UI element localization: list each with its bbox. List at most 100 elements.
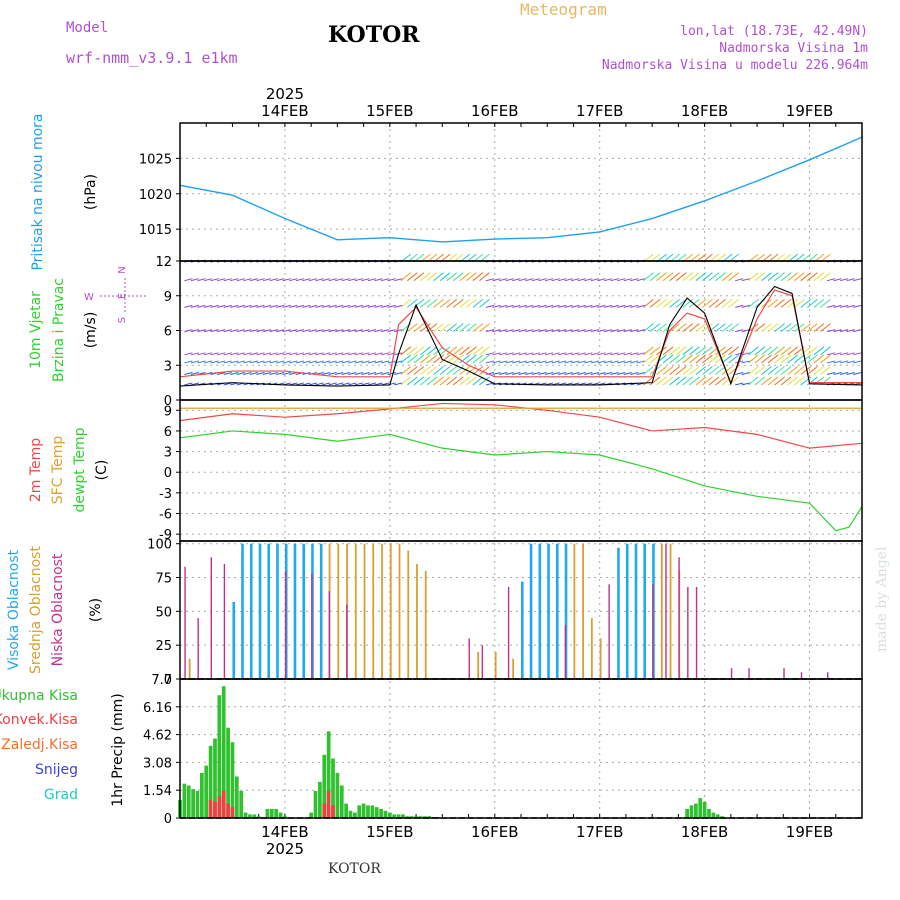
wind-barb bbox=[787, 346, 798, 356]
wind-barb bbox=[282, 329, 291, 333]
precip-bar-total bbox=[414, 816, 418, 818]
wind-barb bbox=[708, 366, 720, 375]
precip-bar-total bbox=[366, 805, 370, 818]
cloud-bar-niska bbox=[328, 591, 331, 679]
wind-barb bbox=[590, 304, 600, 308]
bottom-day-label: 18FEB bbox=[681, 823, 728, 841]
precip-bar-convective bbox=[213, 801, 217, 818]
wind-barb bbox=[643, 354, 654, 364]
wind-barb bbox=[236, 278, 245, 282]
clouds-ytick-label: 50 bbox=[155, 605, 172, 620]
pressure-line bbox=[179, 136, 863, 243]
wind-barb bbox=[321, 304, 331, 308]
wind-barb bbox=[603, 360, 613, 364]
precip-ytick-label: 7.7 bbox=[151, 673, 172, 688]
wind-barb bbox=[728, 272, 739, 282]
wind-barb bbox=[374, 382, 383, 386]
wind-barb bbox=[426, 354, 438, 364]
wind-barb bbox=[505, 372, 514, 376]
wind-barb bbox=[531, 360, 541, 364]
wind-barb bbox=[715, 298, 726, 308]
wind-barb bbox=[840, 352, 849, 356]
wind-barb bbox=[708, 298, 720, 308]
precip-ylabel: 1hr Precip (mm) bbox=[110, 693, 126, 806]
wind-barb bbox=[236, 329, 245, 333]
cloud-bar-visoka bbox=[625, 543, 629, 679]
wind-barb bbox=[354, 278, 363, 282]
wind-barb bbox=[531, 329, 541, 333]
cloud-bar-niska bbox=[652, 584, 654, 679]
wind-barb bbox=[721, 376, 733, 386]
cloud-bar-visoka bbox=[521, 581, 524, 679]
wind-barb bbox=[374, 304, 383, 308]
wind-barb bbox=[518, 360, 527, 364]
wind-barb bbox=[479, 376, 490, 386]
wind-barb bbox=[623, 360, 632, 364]
wind-barb bbox=[256, 372, 265, 376]
wind-barb bbox=[623, 352, 632, 356]
wind-barb bbox=[269, 352, 278, 356]
wind-barb bbox=[446, 376, 457, 386]
wind-barb bbox=[577, 372, 586, 376]
cloud-bar-visoka bbox=[267, 543, 271, 679]
cloud-bar-visoka bbox=[643, 543, 647, 679]
wind-barb bbox=[472, 323, 484, 333]
wind-barb bbox=[420, 323, 431, 333]
top-day-label: 19FEB bbox=[786, 102, 833, 120]
cloud-bar-srednja bbox=[398, 543, 401, 679]
wind-barb bbox=[807, 354, 818, 364]
wind-barb bbox=[223, 329, 232, 333]
wind-barb bbox=[328, 372, 337, 376]
wind-barb bbox=[367, 352, 377, 356]
wind-barb bbox=[249, 278, 259, 282]
wind-barb bbox=[662, 354, 674, 364]
wind-barb bbox=[348, 304, 357, 308]
wind-barb bbox=[826, 372, 836, 376]
wind-barb bbox=[394, 372, 403, 376]
precip-bar-total bbox=[213, 738, 217, 818]
precip-bar-total bbox=[265, 808, 270, 818]
wind-barb bbox=[492, 329, 501, 333]
precip-bar-total bbox=[353, 812, 357, 818]
wind-barb bbox=[302, 304, 311, 308]
wind-barb bbox=[230, 329, 239, 333]
cloud-bar-srednja bbox=[660, 543, 663, 679]
wind-barb bbox=[735, 278, 744, 282]
wind-barb bbox=[282, 372, 291, 376]
wind-barb bbox=[774, 354, 785, 364]
wind-barb bbox=[276, 329, 285, 333]
wind-barb bbox=[617, 360, 626, 364]
wind-barb bbox=[335, 382, 344, 386]
wind-barb bbox=[492, 278, 501, 282]
wind-barb bbox=[702, 272, 713, 282]
wind-barb bbox=[230, 360, 239, 364]
wind-barb bbox=[590, 329, 600, 333]
wind-barb bbox=[197, 278, 206, 282]
top-day-label: 16FEB bbox=[471, 102, 518, 120]
wind-barb bbox=[675, 366, 687, 375]
wind-barb bbox=[505, 360, 514, 364]
wind-barb bbox=[617, 304, 626, 308]
wind-barb bbox=[820, 366, 831, 375]
wind-barb bbox=[512, 352, 521, 356]
wind-barb bbox=[348, 360, 357, 364]
temperature-ytick-label: -9 bbox=[159, 528, 172, 543]
wind-barb bbox=[813, 346, 825, 356]
wind-barb bbox=[184, 352, 193, 356]
wind-barb bbox=[361, 278, 370, 282]
wind-barb bbox=[217, 278, 226, 282]
wind-barb bbox=[492, 372, 501, 376]
wind-barb bbox=[669, 366, 680, 375]
wind-barb bbox=[649, 346, 661, 356]
wind-barb bbox=[636, 304, 645, 308]
wind-barb bbox=[846, 304, 855, 308]
wind-barb bbox=[603, 372, 613, 376]
wind-barb bbox=[518, 352, 527, 356]
wind-barb bbox=[289, 329, 298, 333]
wind-barb bbox=[728, 346, 739, 356]
wind-barb bbox=[433, 272, 444, 282]
wind-barb bbox=[407, 354, 418, 364]
wind-barb bbox=[367, 278, 377, 282]
wind-barb bbox=[485, 278, 495, 282]
wind-barb bbox=[459, 323, 471, 333]
